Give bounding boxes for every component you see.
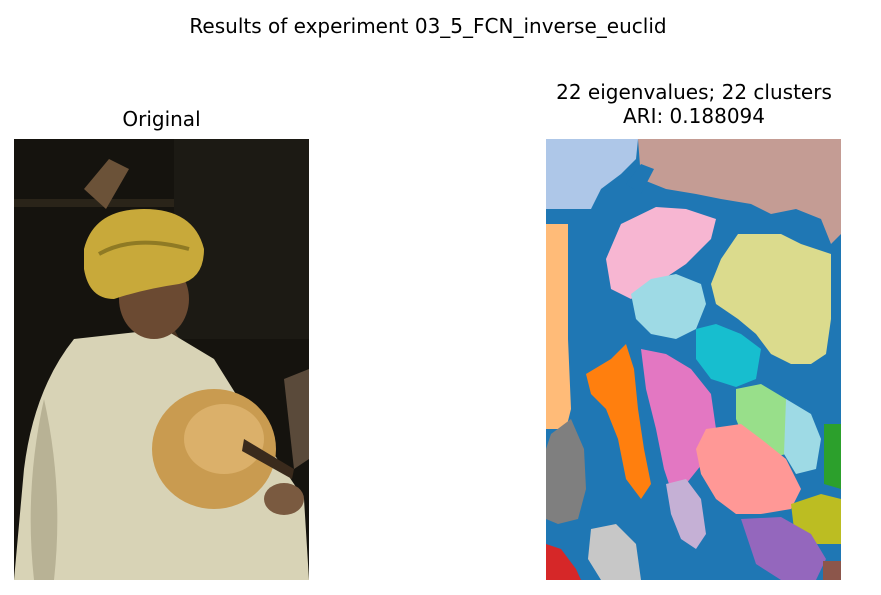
cluster-brown — [823, 561, 841, 580]
cluster-lavender — [666, 479, 706, 549]
cluster-light-pink — [606, 207, 716, 299]
cluster-pink-red — [696, 424, 801, 514]
segmentation-image — [546, 139, 841, 580]
cluster-cyan — [696, 324, 761, 387]
cluster-gray — [546, 419, 586, 524]
segmentation-title: 22 eigenvalues; 22 clusters ARI: 0.18809… — [500, 80, 881, 128]
figure-suptitle: Results of experiment 03_5_FCN_inverse_e… — [189, 14, 667, 38]
segmentation-title-line2: ARI: 0.188094 — [622, 104, 765, 128]
cluster-light-blue — [546, 139, 638, 209]
segmentation-title-line1: 22 eigenvalues; 22 clusters — [556, 80, 832, 104]
cluster-light-gray — [588, 524, 641, 580]
cluster-khaki — [711, 234, 831, 364]
cluster-tan — [638, 139, 841, 244]
original-image-title: Original — [122, 107, 201, 131]
cluster-light-cyan-right — [784, 399, 821, 474]
cluster-orange — [586, 344, 651, 499]
cluster-map — [546, 139, 841, 580]
cluster-green — [824, 424, 841, 489]
cluster-purple — [741, 517, 826, 580]
original-image — [14, 139, 309, 580]
original-photo-illustration — [14, 139, 309, 580]
cluster-red — [546, 544, 581, 580]
cluster-light-orange — [546, 224, 571, 429]
cluster-magenta — [641, 349, 716, 499]
cluster-light-cyan — [631, 274, 706, 339]
